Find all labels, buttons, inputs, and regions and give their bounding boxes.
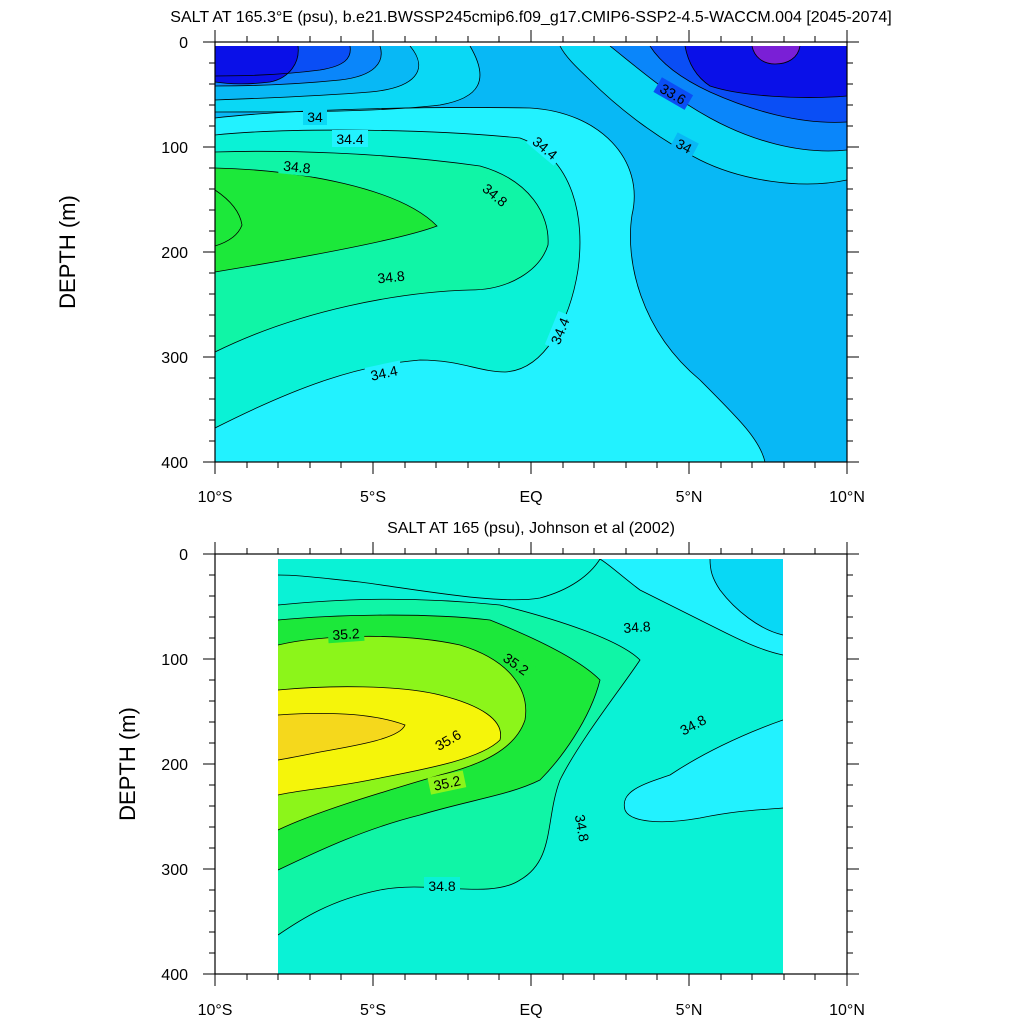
- panel-2-y-tick-labels: 0 100 200 300 400: [161, 547, 188, 984]
- y-tick-label: 300: [161, 862, 188, 879]
- contour-label: 34.8: [283, 158, 312, 177]
- panel-2-title: SALT AT 165 (psu), Johnson et al (2002): [387, 520, 675, 537]
- contour-label: 34.4: [336, 131, 363, 147]
- panel-2-contour-fill: [278, 559, 783, 974]
- x-tick-label: EQ: [519, 489, 542, 506]
- panel-1-y-tick-labels: 0 100 200 300 400: [161, 35, 188, 472]
- contour-label: 35.2: [432, 772, 462, 793]
- y-tick-label: 0: [179, 547, 188, 564]
- panel-2-y-ticks: [203, 553, 859, 975]
- panel-1-contour-fill: [215, 46, 847, 462]
- y-tick-label: 0: [179, 35, 188, 52]
- fill-level-34.8-surface: [278, 559, 600, 600]
- fill-level-34.4-east: [710, 559, 783, 635]
- x-tick-label: 5°N: [676, 489, 703, 506]
- fill-level-35.8: [278, 713, 405, 760]
- contour-label: 34: [673, 135, 694, 157]
- x-tick-label: 10°N: [829, 489, 865, 506]
- contour-label: 35.2: [332, 625, 361, 643]
- panel-1-title: SALT AT 165.3°E (psu), b.e21.BWSSP245cmi…: [170, 9, 891, 26]
- panel-2: SALT AT 165 (psu), Johnson et al (2002): [115, 520, 865, 1019]
- y-tick-label: 200: [161, 757, 188, 774]
- fill-level-33.2-east: [752, 46, 800, 64]
- panel-1-y-axis-title: DEPTH (m): [55, 195, 80, 309]
- contour-label: 34.8: [572, 813, 593, 843]
- x-tick-label: EQ: [519, 1002, 542, 1019]
- contour-label: 34: [307, 109, 323, 125]
- fill-level-34.6-surface: [278, 559, 783, 655]
- panel-2-y-axis-title: DEPTH (m): [115, 707, 140, 821]
- fill-level-35.0: [215, 168, 437, 272]
- y-tick-label: 300: [161, 350, 188, 367]
- contour-label: 34.8: [428, 878, 455, 894]
- x-tick-label: 5°N: [676, 1002, 703, 1019]
- x-tick-label: 10°S: [198, 1002, 233, 1019]
- y-tick-label: 400: [161, 967, 188, 984]
- y-tick-label: 200: [161, 245, 188, 262]
- panel-1-x-ticks: [214, 30, 848, 474]
- y-tick-label: 400: [161, 455, 188, 472]
- y-tick-label: 100: [161, 652, 188, 669]
- x-tick-label: 5°S: [360, 489, 386, 506]
- panel-2-x-tick-labels: 10°S 5°S EQ 5°N 10°N: [198, 1002, 865, 1019]
- panel-2-x-ticks: [214, 542, 848, 986]
- x-tick-label: 10°S: [198, 489, 233, 506]
- contour-label: 34.8: [623, 618, 652, 636]
- x-tick-label: 10°N: [829, 1002, 865, 1019]
- y-tick-label: 100: [161, 140, 188, 157]
- fill-level-33.6-east: [685, 46, 847, 98]
- x-tick-label: 5°S: [360, 1002, 386, 1019]
- contour-label: 34.4: [369, 362, 399, 383]
- panel-1: SALT AT 165.3°E (psu), b.e21.BWSSP245cmi…: [55, 9, 892, 506]
- contour-label: 34.8: [377, 268, 406, 287]
- panel-1-y-ticks: [203, 41, 859, 463]
- fill-level-34.6-deep-east: [624, 720, 783, 822]
- panel-2-contour-lines: [278, 559, 783, 936]
- panel-1-x-tick-labels: 10°S 5°S EQ 5°N 10°N: [198, 489, 865, 506]
